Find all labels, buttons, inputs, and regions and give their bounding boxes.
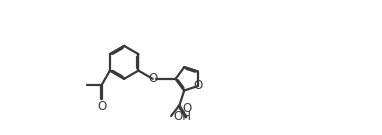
- Text: O: O: [183, 102, 192, 115]
- Text: O: O: [97, 100, 106, 113]
- Text: OH: OH: [173, 110, 191, 123]
- Text: O: O: [148, 72, 157, 85]
- Text: O: O: [193, 79, 202, 92]
